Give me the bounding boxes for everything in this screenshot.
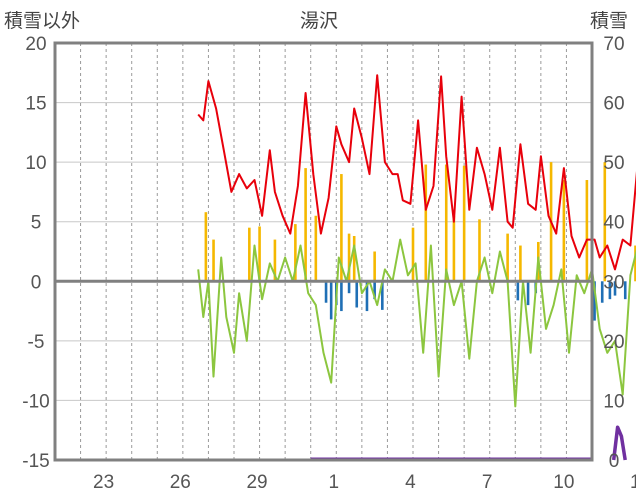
precipitation-bar — [347, 233, 351, 282]
axis-layer — [53, 41, 594, 462]
y-right-tick-label: 10 — [603, 391, 624, 412]
precipitation-bar — [634, 245, 636, 282]
y-left-tick-label: 15 — [25, 94, 46, 115]
precipitation-bar — [478, 219, 481, 282]
precipitation-bar — [204, 212, 208, 282]
series-line-snow_depth — [611, 425, 627, 461]
precipitation-bar — [452, 215, 456, 282]
x-tick-label: 26 — [170, 472, 191, 493]
y-right-tick-label: 20 — [603, 332, 624, 353]
x-tick-label: 13 — [630, 472, 636, 493]
precipitation-bar — [352, 236, 356, 282]
chart-title: 湯沢 — [300, 11, 339, 32]
precipitation-bar — [294, 224, 297, 282]
x-tick-label: 4 — [405, 472, 416, 493]
negative-bar — [355, 281, 359, 308]
precipitation-bar — [304, 168, 307, 282]
precipitation-bar — [212, 239, 215, 282]
left-axis-title: 積雪以外 — [4, 11, 81, 32]
precipitation-bar — [562, 180, 566, 282]
y-left-tick-label: 10 — [25, 153, 46, 174]
series-line-snow_change — [197, 238, 636, 408]
precipitation-bar — [258, 226, 261, 282]
x-tick-label: 1 — [328, 472, 339, 493]
negative-bar — [365, 281, 369, 312]
precipitation-bar — [603, 162, 607, 282]
y-left-tick-label: -15 — [22, 451, 49, 472]
right-axis-title: 積雪 — [590, 11, 629, 32]
x-tick-label: 29 — [246, 472, 267, 493]
negative-bar — [608, 281, 612, 300]
y-right-tick-label: 40 — [603, 213, 624, 234]
x-tick-label: 7 — [482, 472, 493, 493]
plot-area — [55, 43, 592, 460]
precipitation-bar — [340, 174, 343, 282]
negative-bar — [623, 281, 627, 300]
negative-bar — [381, 281, 384, 310]
y-right-tick-label: 60 — [603, 94, 624, 115]
negative-bar — [340, 281, 343, 312]
y-right-tick-label: 30 — [603, 272, 624, 293]
negative-bar — [329, 281, 333, 320]
precipitation-bar — [462, 165, 466, 282]
y-right-tick-label: 70 — [603, 34, 624, 55]
negative-bar — [593, 281, 596, 321]
precipitation-bar — [373, 251, 376, 282]
y-left-tick-label: -5 — [28, 332, 45, 353]
negative-bar — [373, 281, 376, 300]
x-tick-label: 23 — [93, 472, 114, 493]
precipitation-bar — [585, 180, 589, 282]
negative-bar — [516, 281, 520, 301]
precipitation-bar — [411, 227, 415, 282]
negative-bar — [324, 281, 328, 303]
precipitation-bar — [519, 245, 522, 282]
grid — [55, 42, 592, 461]
precipitation-bar — [444, 164, 448, 282]
precipitation-bar — [314, 215, 318, 282]
y-left-tick-label: -10 — [22, 391, 49, 412]
y-left-tick-label: 20 — [25, 34, 46, 55]
precipitation-bar — [273, 239, 277, 282]
y-right-tick-label: 50 — [603, 153, 624, 174]
negative-bar — [613, 281, 617, 296]
x-tick-label: 10 — [553, 472, 574, 493]
negative-bar — [526, 281, 530, 306]
y-left-tick-label: 5 — [31, 213, 42, 234]
series-line-temperature — [197, 74, 636, 271]
y-left-tick-label: 0 — [31, 272, 42, 293]
precipitation-bar — [424, 164, 428, 282]
negative-bar — [347, 281, 351, 294]
negative-bar — [600, 281, 604, 303]
precipitation-bar — [248, 227, 251, 282]
y-right-tick-label: 0 — [609, 451, 620, 472]
plot-frame — [53, 41, 594, 462]
precipitation-bar — [506, 233, 509, 282]
